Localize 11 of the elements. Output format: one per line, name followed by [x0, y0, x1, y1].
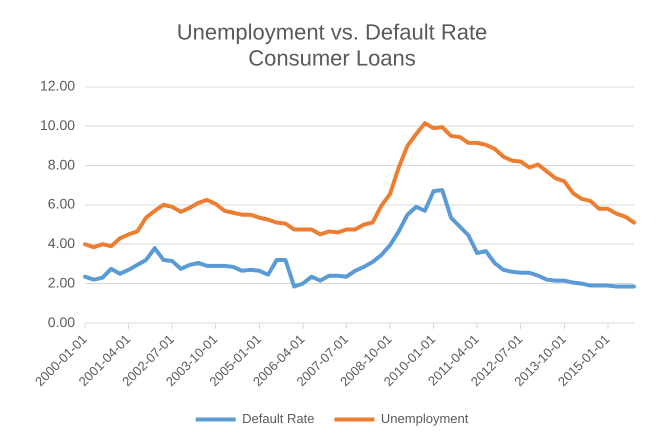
y-tick-label: 4.00 — [48, 235, 76, 252]
y-tick-label: 0.00 — [48, 314, 76, 330]
legend-label: Default Rate — [242, 411, 314, 426]
y-tick-label: 2.00 — [48, 274, 76, 290]
y-tick-label: 12.00 — [40, 78, 76, 94]
legend-label: Unemployment — [380, 411, 469, 426]
y-tick-label: 8.00 — [48, 156, 76, 172]
text: Unemployment vs. Default Rate — [176, 19, 488, 44]
text: Consumer Loans — [248, 46, 416, 71]
y-tick-label: 6.00 — [48, 196, 76, 212]
y-tick-label: 10.00 — [40, 117, 76, 134]
